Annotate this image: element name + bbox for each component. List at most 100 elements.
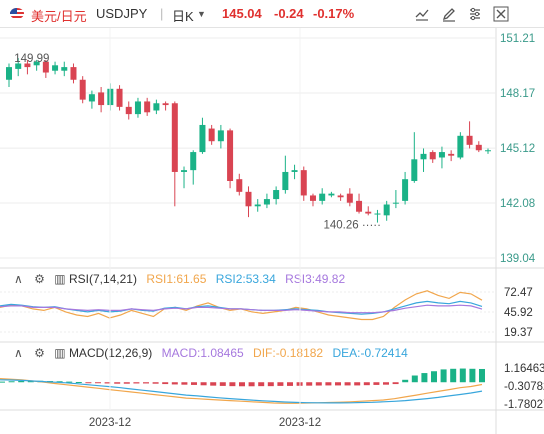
macd-bar (143, 382, 149, 384)
candle (319, 193, 326, 201)
candle (245, 191, 252, 207)
settings-gear-icon[interactable]: ⚙ (34, 346, 45, 360)
price-change-pct: -0.17% (313, 6, 355, 21)
pair-name: 美元/日元 (31, 9, 87, 24)
candle (383, 204, 390, 216)
candle (79, 79, 86, 100)
macd-bar (210, 382, 217, 386)
macd-value: MACD:1.08465 (161, 346, 244, 360)
draw-line-icon[interactable] (413, 5, 431, 23)
y-tick-label: 142.08 (500, 198, 535, 210)
collapse-icon[interactable]: ∧ (14, 346, 23, 360)
candle (227, 130, 234, 181)
macd-bar (421, 373, 428, 383)
candle (273, 190, 280, 200)
candle (282, 171, 289, 191)
dea-value: DEA:-0.72414 (332, 346, 408, 360)
x-tick-label: 2023-12 (89, 417, 131, 429)
candle (153, 103, 160, 111)
macd-bar (75, 381, 82, 383)
period-dropdown-icon[interactable]: ▼ (197, 9, 206, 19)
dea-line (0, 379, 483, 404)
rsi1-value: RSI1:61.65 (146, 272, 207, 286)
period-selector[interactable]: 日K (172, 9, 194, 24)
candle (125, 106, 132, 115)
macd-bar (277, 382, 284, 386)
candle (300, 170, 307, 196)
candle (485, 150, 491, 152)
candle (466, 135, 473, 145)
candle (457, 135, 464, 158)
divider: | (160, 6, 164, 21)
dif-value: DIF:-0.18182 (253, 346, 324, 360)
macd-bar (85, 382, 92, 384)
candle (429, 152, 436, 160)
macd-bar (66, 381, 73, 383)
candle (217, 130, 224, 142)
macd-bar (229, 382, 236, 387)
macd-bar (469, 368, 476, 383)
macd-bar (411, 375, 418, 383)
candle (346, 193, 353, 203)
macd-bar (56, 381, 63, 383)
macd-bar (200, 382, 207, 386)
candle (374, 213, 381, 215)
close-icon[interactable] (492, 5, 510, 23)
candle (15, 63, 22, 69)
macd-bar (431, 371, 437, 383)
macd-bar (239, 382, 245, 387)
candle (116, 88, 123, 107)
high-label: 149.99 (14, 53, 49, 65)
macd-bar (152, 382, 159, 384)
candle (356, 200, 363, 212)
rsi2-value: RSI2:53.34 (215, 272, 276, 286)
macd-title: MACD(12,26,9) (68, 346, 153, 360)
candle (33, 61, 40, 66)
low-label: 140.26 ····· (323, 220, 381, 232)
candle (365, 211, 372, 214)
macd-bar (440, 369, 447, 383)
candle (411, 159, 418, 181)
macd-bar (450, 368, 457, 383)
macd-bar (363, 382, 370, 386)
macd-bar (344, 382, 351, 386)
candle (208, 128, 215, 142)
candle (392, 202, 399, 204)
dif-line (0, 378, 483, 404)
macd-bar (133, 382, 140, 384)
macd-bar (162, 382, 169, 385)
y-tick-label: 151.21 (500, 33, 535, 45)
macd-bar (191, 382, 197, 385)
macd-tick-label: -0.30782 (504, 381, 544, 393)
settings-icon[interactable] (466, 5, 484, 23)
candle (438, 152, 445, 158)
us-flag-icon (10, 8, 24, 19)
y-tick-label: 148.17 (500, 88, 535, 100)
macd-bar (8, 381, 15, 383)
candle (6, 67, 12, 80)
collapse-icon[interactable]: ∧ (14, 272, 23, 286)
symbol: USDJPY (96, 6, 148, 21)
candle (199, 124, 206, 153)
settings-gear-icon[interactable]: ⚙ (34, 272, 45, 286)
macd-bar (325, 382, 332, 386)
candle (337, 195, 344, 198)
candle (420, 153, 427, 160)
macd-bar (171, 382, 178, 385)
x-tick-label: 2023-12 (279, 417, 321, 429)
macd-bar (479, 368, 485, 383)
candle (171, 103, 178, 172)
macd-bar (267, 382, 274, 387)
candle (291, 170, 298, 172)
candle (162, 103, 169, 106)
pen-icon[interactable] (440, 5, 458, 23)
rsi-tick-label: 72.47 (504, 287, 533, 299)
last-price: 145.04 (222, 6, 262, 21)
candle (144, 101, 151, 113)
price-change: -0.24 (274, 6, 304, 21)
macd-bar (459, 368, 466, 383)
rsi-tick-label: 19.37 (504, 327, 533, 339)
candle (309, 195, 316, 201)
rsi-title: RSI(7,14,21) (68, 272, 137, 286)
